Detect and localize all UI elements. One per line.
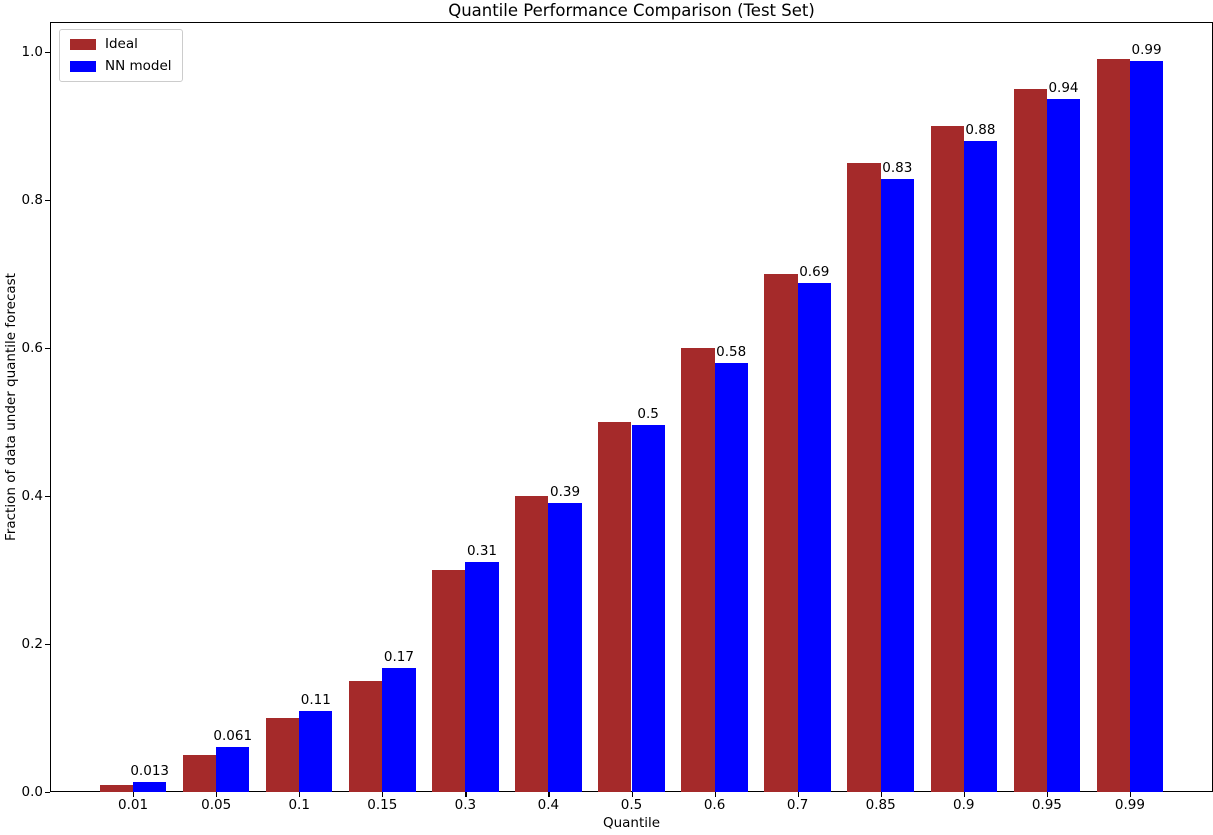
x-tick-label: 0.3 [454,797,477,813]
x-tick-label: 0.15 [367,797,398,813]
bar-value-label: 0.061 [213,727,253,744]
y-tick-label: 0.8 [21,191,43,208]
bar-value-label: 0.69 [799,263,830,280]
y-tick-label: 0.0 [21,784,43,800]
x-axis-tick [299,792,301,797]
bar-value-label: 0.31 [466,543,497,560]
y-axis-tick [45,199,50,201]
bar-nn-model [299,710,333,792]
x-axis-tick [1129,792,1132,797]
bar-value-label: 0.83 [882,159,913,176]
x-tick-label: 0.95 [1031,797,1062,813]
bar-value-label: 0.11 [300,691,331,708]
bar-nn-model [1046,99,1081,792]
legend-swatch-icon [70,61,96,72]
bar-nn-model [465,562,499,792]
x-tick-label: 0.01 [118,797,149,813]
bar-ideal [515,495,549,792]
bar-value-label: 0.17 [383,649,414,666]
bar-ideal [681,347,715,792]
bar-value-label: 0.94 [1048,80,1079,96]
x-axis-tick [216,792,218,797]
y-axis-tick [45,495,50,498]
x-tick-label: 0.5 [620,797,643,813]
bar-nn-model [963,141,997,792]
bar-value-label: 0.88 [965,122,996,139]
x-tick-label: 0.99 [1114,797,1145,813]
bar-ideal [99,784,134,792]
bar-nn-model [880,178,914,792]
bar-value-label: 0.58 [716,343,747,360]
chart-title: Quantile Performance Comparison (Test Se… [448,1,815,20]
bar-nn-model [216,746,250,792]
legend-label: Ideal [105,36,138,52]
x-tick-label: 0.7 [786,797,809,813]
y-axis-tick [45,51,50,53]
bar-ideal [182,754,217,792]
y-axis-tick [45,792,50,794]
x-axis-tick [1046,792,1049,797]
bar-ideal [764,273,798,792]
x-tick-label: 0.05 [201,797,232,813]
legend-label: NN model [105,58,172,74]
bar-nn-model [548,503,582,792]
bar-nn-model [631,424,665,792]
x-tick-label: 0.1 [288,797,310,813]
bar-value-label: 0.99 [1131,42,1162,59]
y-axis-tick [45,347,50,349]
bar-nn-model [382,668,416,792]
bar-nn-model [1129,61,1164,792]
x-tick-label: 0.9 [953,797,975,813]
x-axis-tick [382,792,384,797]
y-tick-label: 1.0 [21,43,43,60]
bar-ideal [265,717,300,792]
bar-nn-model [714,362,748,792]
bar-value-label: 0.5 [637,405,659,422]
y-tick-label: 0.2 [21,635,43,652]
y-axis-tick [45,643,50,646]
x-tick-label: 0.4 [537,797,560,813]
x-tick-label: 0.6 [703,797,726,813]
x-axis-tick [465,792,467,797]
bar-ideal [349,680,383,792]
bar-ideal [930,125,964,792]
legend: Ideal NN model [59,29,183,82]
x-axis-tick [963,792,965,797]
x-axis-tick [880,792,882,797]
x-tick-label: 0.85 [865,797,896,813]
x-axis-tick [797,792,799,797]
bar-ideal [598,421,632,792]
y-tick-label: 0.6 [21,339,43,356]
legend-item: Ideal [70,37,172,52]
x-axis-label: Quantile [602,815,661,831]
legend-item: NN model [70,59,172,74]
x-axis-tick [548,792,550,797]
bar-nn-model [797,282,831,792]
bar-ideal [432,569,466,792]
x-axis-tick [631,792,633,797]
x-axis-tick [714,792,716,797]
bar-ideal [1013,88,1047,792]
bar-value-label: 0.013 [130,763,169,780]
bar-nn-model [133,782,167,792]
bar-ideal [1096,59,1130,792]
legend-swatch-icon [70,39,96,50]
bar-value-label: 0.39 [550,484,581,501]
bar-ideal [847,162,881,792]
y-tick-label: 0.4 [21,487,43,504]
x-axis-tick [133,792,135,797]
